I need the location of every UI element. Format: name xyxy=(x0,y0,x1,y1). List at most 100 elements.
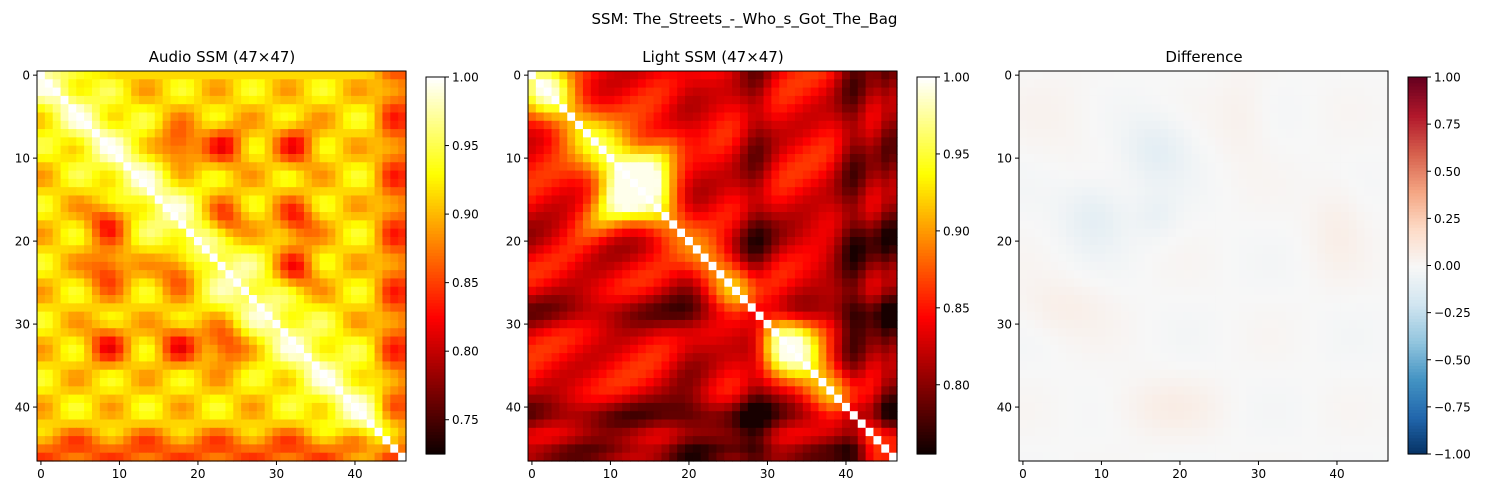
heatmap-cell xyxy=(614,112,623,122)
colorbar-segment xyxy=(917,403,936,408)
heatmap-cell xyxy=(99,336,109,346)
heatmap-cell xyxy=(186,452,195,462)
heatmap-cell xyxy=(131,153,140,163)
heatmap-cell xyxy=(162,71,172,80)
heatmap-cell xyxy=(91,452,101,462)
heatmap-cell xyxy=(771,319,780,329)
heatmap-cell xyxy=(107,153,117,163)
heatmap-cell xyxy=(708,427,718,437)
heatmap-cell xyxy=(154,270,164,280)
heatmap-cell xyxy=(201,369,211,379)
heatmap-cell xyxy=(201,236,211,246)
heatmap-cell xyxy=(154,153,164,163)
colorbar-segment xyxy=(426,344,445,348)
colorbar-segment xyxy=(426,202,445,207)
heatmap-cell xyxy=(559,120,568,130)
heatmap-cell xyxy=(677,427,686,437)
heatmap-cell xyxy=(343,95,352,105)
heatmap-cell xyxy=(154,344,164,354)
heatmap-cell xyxy=(374,319,384,329)
heatmap-cell xyxy=(327,228,336,238)
heatmap-cell xyxy=(810,286,820,296)
heatmap-cell xyxy=(543,153,553,163)
heatmap-cell xyxy=(37,452,46,462)
heatmap-cell xyxy=(645,187,655,197)
heatmap-cell xyxy=(700,137,710,147)
heatmap-cell xyxy=(692,236,702,246)
heatmap-cell xyxy=(37,236,46,246)
colorbar-segment xyxy=(426,246,445,251)
heatmap-cell xyxy=(76,336,85,346)
heatmap-cell xyxy=(139,303,148,313)
heatmap-cell xyxy=(170,319,179,329)
heatmap-cell xyxy=(84,253,93,263)
heatmap-cell xyxy=(217,71,227,80)
heatmap-cell xyxy=(288,444,297,454)
heatmap-cell xyxy=(559,270,568,280)
x-tick-label: 40 xyxy=(347,467,362,481)
heatmap-cell xyxy=(91,112,101,122)
colorbar-segment xyxy=(426,394,445,399)
heatmap-cell xyxy=(366,353,376,363)
heatmap-cell xyxy=(162,153,172,163)
heatmap-cell xyxy=(398,245,407,255)
heatmap-cell xyxy=(787,145,796,155)
heatmap-cell xyxy=(630,344,639,354)
heatmap-cell xyxy=(139,129,148,138)
heatmap-cell xyxy=(677,245,686,255)
heatmap-cell xyxy=(311,344,321,354)
heatmap-cell xyxy=(669,87,678,97)
heatmap-cell xyxy=(747,394,757,404)
heatmap-cell xyxy=(857,369,867,379)
heatmap-cell xyxy=(115,378,124,387)
heatmap-cell xyxy=(842,394,851,404)
heatmap-cell xyxy=(677,452,686,462)
heatmap-cell xyxy=(272,378,281,387)
heatmap-cell xyxy=(154,187,164,197)
heatmap-cell xyxy=(755,153,765,163)
heatmap-cell xyxy=(865,153,875,163)
heatmap-cell xyxy=(732,228,741,238)
heatmap-cell xyxy=(1097,87,1106,97)
heatmap-cell xyxy=(194,436,203,446)
heatmap-cell xyxy=(170,137,179,147)
heatmap-cell xyxy=(209,228,219,238)
heatmap-cell xyxy=(99,245,109,255)
colorbar-segment xyxy=(426,98,445,103)
heatmap-cell xyxy=(732,253,741,263)
heatmap-cell xyxy=(351,328,360,338)
heatmap-cell xyxy=(1121,71,1130,80)
heatmap-cell xyxy=(52,87,62,97)
heatmap-cell xyxy=(645,336,655,346)
heatmap-cell xyxy=(248,129,258,138)
heatmap-cell xyxy=(598,129,608,138)
heatmap-cell xyxy=(614,79,623,89)
heatmap-cell xyxy=(543,344,553,354)
heatmap-cell xyxy=(873,253,882,263)
heatmap-cell xyxy=(162,87,172,97)
heatmap-cell xyxy=(771,353,780,363)
heatmap-cell xyxy=(146,212,156,221)
heatmap-cell xyxy=(1270,71,1279,80)
heatmap-cell xyxy=(889,129,898,138)
heatmap-cell xyxy=(1019,112,1028,122)
heatmap-cell xyxy=(91,311,101,321)
heatmap-cell xyxy=(1144,112,1154,122)
heatmap-cell xyxy=(241,253,250,263)
heatmap-cell xyxy=(857,394,867,404)
heatmap-cell xyxy=(351,353,360,363)
heatmap-cell xyxy=(115,311,124,321)
heatmap-cell xyxy=(123,95,132,105)
heatmap-cell xyxy=(614,394,623,404)
heatmap-cell xyxy=(582,178,592,188)
heatmap-cell xyxy=(68,112,77,122)
heatmap-cell xyxy=(162,369,172,379)
heatmap-cell xyxy=(154,220,164,230)
heatmap-cell xyxy=(37,71,46,80)
heatmap-cell xyxy=(834,187,843,197)
heatmap-cell xyxy=(559,203,568,213)
heatmap-cell xyxy=(343,228,352,238)
heatmap-cell xyxy=(131,145,140,155)
heatmap-cell xyxy=(771,187,780,197)
heatmap-cell xyxy=(747,444,757,454)
